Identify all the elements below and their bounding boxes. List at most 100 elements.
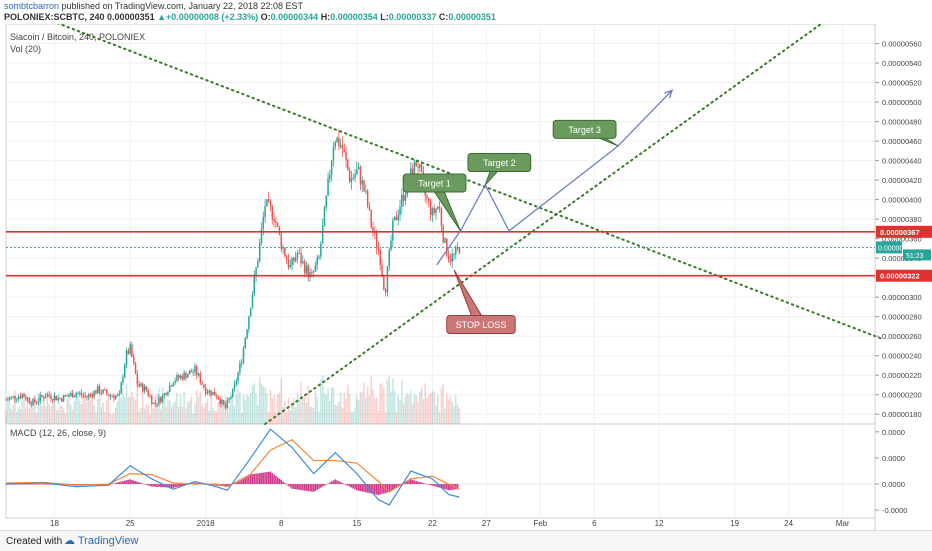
macd-histogram-bar <box>320 484 322 488</box>
volume-bar <box>262 385 265 424</box>
volume-bar <box>199 391 202 424</box>
macd-histogram-bar <box>363 484 365 492</box>
macd-histogram-bar <box>314 484 317 491</box>
price-tick-label: 0.00000260 <box>882 332 922 341</box>
volume-bar <box>298 399 301 424</box>
volume-bar <box>100 407 103 424</box>
author-link[interactable]: sombtcbarron <box>4 1 60 11</box>
volume-bar <box>408 394 410 424</box>
candle-body <box>118 393 121 395</box>
macd-histogram-bar <box>109 484 112 485</box>
tradingview-brand-link[interactable]: ☁ TradingView <box>64 535 139 547</box>
macd-histogram-bar <box>239 479 241 485</box>
macd-histogram-bar <box>329 482 331 485</box>
macd-histogram-bar <box>28 484 31 485</box>
time-tick-label: 27 <box>482 519 491 528</box>
volume-bar <box>167 400 169 424</box>
candle-body <box>127 350 130 354</box>
volume-bar <box>309 406 311 424</box>
macd-histogram-bar <box>138 482 140 485</box>
macd-histogram-bar <box>39 484 41 485</box>
candle-body <box>21 394 23 398</box>
volume-bar <box>296 393 299 424</box>
volume-bar <box>420 387 423 424</box>
symbol-label: POLONIEX:SCBTC, 240 <box>4 12 105 22</box>
candle-body <box>235 381 238 385</box>
volume-bar <box>267 412 270 424</box>
candle-body <box>437 206 439 209</box>
macd-histogram-bar <box>366 484 369 493</box>
volume-bar <box>390 391 392 424</box>
macd-histogram-bar <box>17 484 20 485</box>
volume-bar <box>458 407 461 424</box>
candle-body <box>172 383 175 387</box>
candle-body <box>455 247 457 255</box>
macd-histogram-bar <box>120 481 122 485</box>
macd-histogram-bar <box>336 480 338 485</box>
candle-body <box>291 257 293 266</box>
publish-line: sombtcbarron published on TradingView.co… <box>4 1 303 12</box>
volume-bar <box>246 394 248 424</box>
volume-bar <box>75 392 77 424</box>
volume-bar <box>131 392 133 424</box>
volume-bar <box>275 411 277 424</box>
macd-histogram-bar <box>343 483 346 485</box>
macd-histogram-bar <box>228 484 230 486</box>
macd-histogram-bar <box>426 484 428 485</box>
volume-bar <box>71 409 74 424</box>
candle-body <box>336 137 338 143</box>
volume-bar <box>366 386 369 424</box>
volume-bar <box>156 393 158 424</box>
candle-body <box>244 338 247 348</box>
candle-body <box>149 395 151 397</box>
candle-body <box>82 395 85 397</box>
time-tick-label: 2018 <box>197 519 215 528</box>
volume-bar <box>401 379 403 424</box>
macd-histogram-bar <box>417 481 419 485</box>
candle-body <box>66 395 68 397</box>
candle-body <box>390 240 392 250</box>
volume-bar <box>426 397 428 424</box>
volume-bar <box>210 391 212 424</box>
volume-bar <box>26 399 29 424</box>
volume-bar <box>43 397 45 424</box>
volume-bar <box>204 402 207 424</box>
candle-body <box>312 271 315 273</box>
macd-histogram-bar <box>395 484 398 488</box>
volume-bar <box>147 404 149 424</box>
macd-histogram-bar <box>145 484 148 485</box>
price-chart[interactable]: Target 1 Target 2 Target 3 STOP LOSS 0.0000… <box>0 24 932 530</box>
candle-body <box>287 260 290 268</box>
volume-bar <box>325 395 328 424</box>
macd-histogram-bar <box>390 484 392 491</box>
volume-bar <box>291 405 293 424</box>
macd-histogram-bar <box>325 484 328 485</box>
volume-bar <box>39 394 41 424</box>
macd-histogram-bar <box>24 484 27 485</box>
callout-label: Target 1 <box>418 179 451 189</box>
volume-bar <box>89 400 92 424</box>
volume-bar <box>64 412 67 424</box>
volume-bar <box>73 400 76 424</box>
candle-body <box>179 375 182 378</box>
candle-body <box>55 395 58 401</box>
candle-body <box>392 220 394 241</box>
candle-body <box>374 232 376 234</box>
price-tick-label: 0.00000240 <box>882 352 922 361</box>
candle-body <box>183 372 185 380</box>
volume-bar <box>61 406 63 424</box>
macd-histogram-bar <box>240 478 243 485</box>
macd-histogram-bar <box>341 483 344 485</box>
macd-histogram-bar <box>334 479 337 485</box>
volume-bar <box>116 400 119 424</box>
macd-histogram-bar <box>149 484 151 486</box>
macd-histogram-bar <box>411 479 414 485</box>
candle-body <box>339 144 342 147</box>
volume-bar <box>201 403 203 424</box>
macd-histogram-bar <box>296 484 299 490</box>
volume-bar <box>7 396 9 424</box>
candle-body <box>393 216 396 221</box>
price-tick-label: 0.00000380 <box>882 215 922 224</box>
volume-bar <box>102 402 104 424</box>
volume-bar <box>429 393 432 424</box>
